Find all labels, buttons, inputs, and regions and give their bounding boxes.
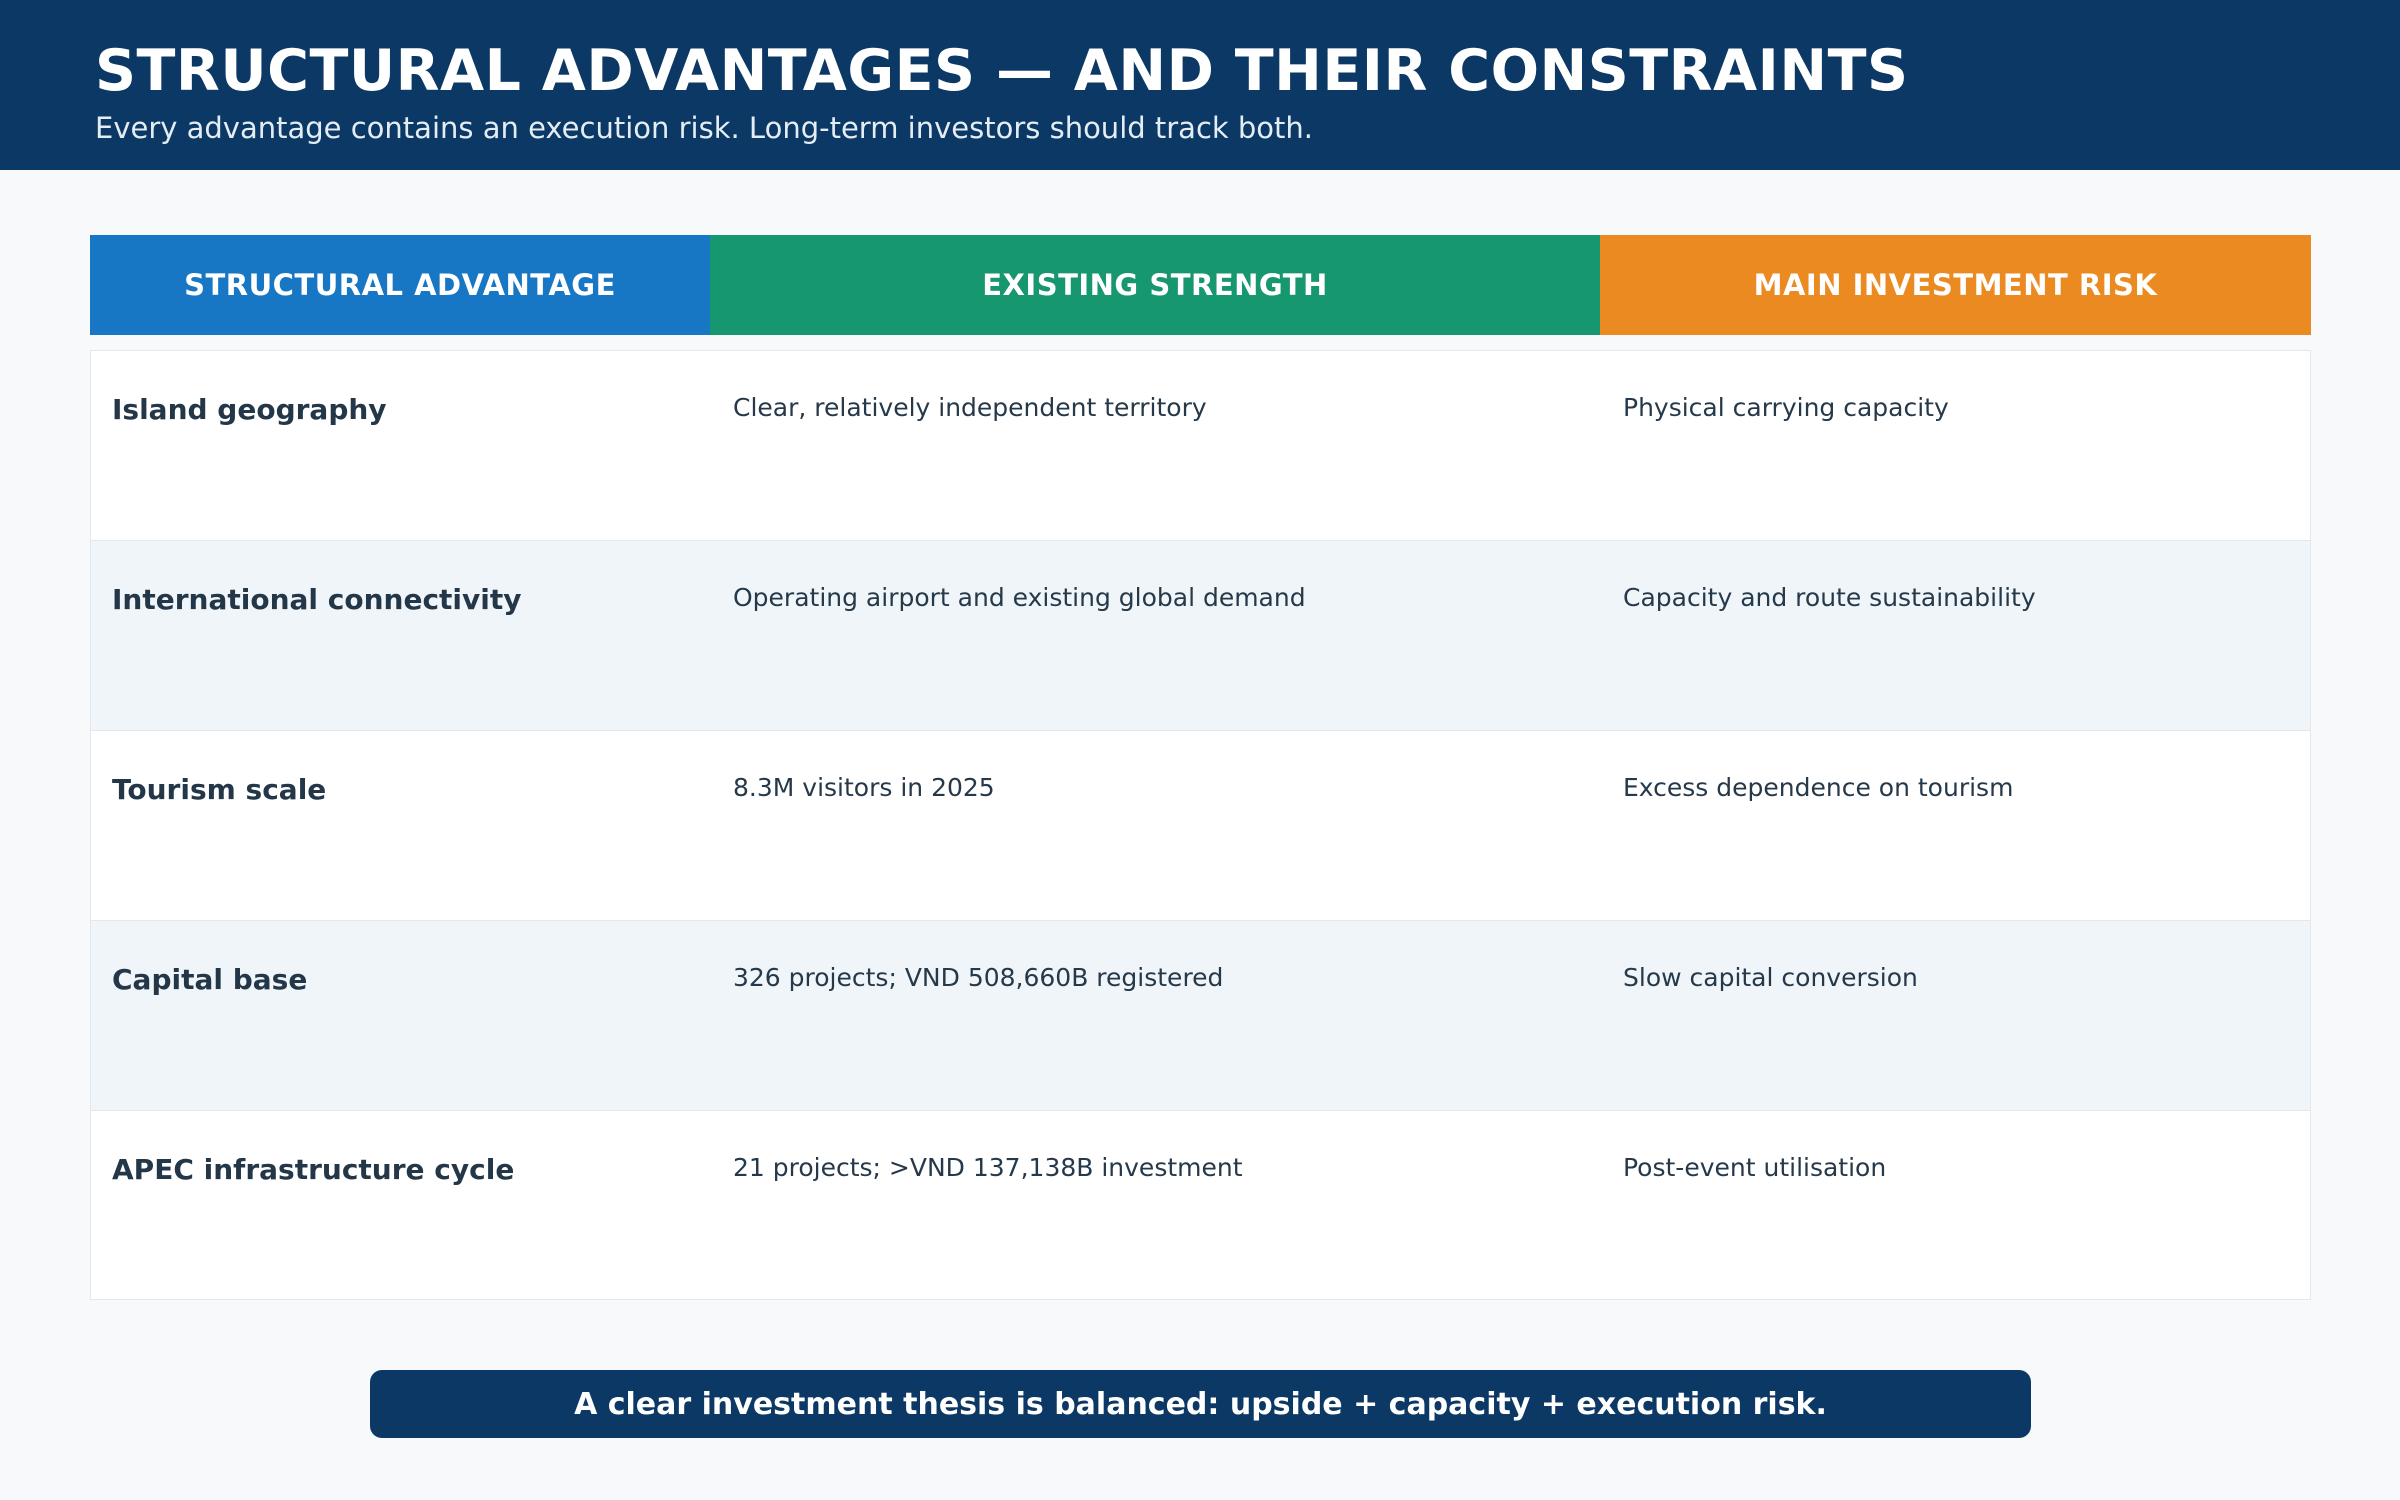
advantage-cell: Tourism scale — [112, 773, 327, 806]
strength-cell: 8.3M visitors in 2025 — [733, 773, 995, 802]
advantages-table: Island geography Clear, relatively indep… — [90, 350, 2311, 1300]
column-header-label: EXISTING STRENGTH — [982, 268, 1328, 302]
page-subtitle: Every advantage contains an execution ri… — [95, 111, 1314, 145]
risk-cell: Slow capital conversion — [1623, 963, 1918, 992]
advantage-cell: APEC infrastructure cycle — [112, 1153, 515, 1186]
risk-cell: Capacity and route sustainability — [1623, 583, 2036, 612]
column-header-label: MAIN INVESTMENT RISK — [1753, 268, 2158, 302]
page-header: STRUCTURAL ADVANTAGES — AND THEIR CONSTR… — [0, 0, 2400, 170]
table-row: APEC infrastructure cycle 21 projects; >… — [91, 1111, 2310, 1301]
strength-cell: 21 projects; >VND 137,138B investment — [733, 1153, 1243, 1182]
column-header-main-investment-risk: MAIN INVESTMENT RISK — [1600, 235, 2311, 335]
strength-cell: Clear, relatively independent territory — [733, 393, 1207, 422]
table-row: Island geography Clear, relatively indep… — [91, 351, 2310, 541]
risk-cell: Physical carrying capacity — [1623, 393, 1949, 422]
table-row: Capital base 326 projects; VND 508,660B … — [91, 921, 2310, 1111]
column-header-existing-strength: EXISTING STRENGTH — [710, 235, 1600, 335]
strength-cell: 326 projects; VND 508,660B registered — [733, 963, 1224, 992]
advantage-cell: International connectivity — [112, 583, 522, 616]
table-row: International connectivity Operating air… — [91, 541, 2310, 731]
risk-cell: Post-event utilisation — [1623, 1153, 1887, 1182]
advantage-cell: Island geography — [112, 393, 387, 426]
thesis-text: A clear investment thesis is balanced: u… — [574, 1386, 1827, 1422]
table-row: Tourism scale 8.3M visitors in 2025 Exce… — [91, 731, 2310, 921]
column-header-label: STRUCTURAL ADVANTAGE — [184, 268, 616, 302]
risk-cell: Excess dependence on tourism — [1623, 773, 2014, 802]
thesis-banner: A clear investment thesis is balanced: u… — [370, 1370, 2031, 1438]
column-header-structural-advantage: STRUCTURAL ADVANTAGE — [90, 235, 710, 335]
page-title: STRUCTURAL ADVANTAGES — AND THEIR CONSTR… — [95, 38, 1909, 104]
strength-cell: Operating airport and existing global de… — [733, 583, 1306, 612]
advantage-cell: Capital base — [112, 963, 308, 996]
